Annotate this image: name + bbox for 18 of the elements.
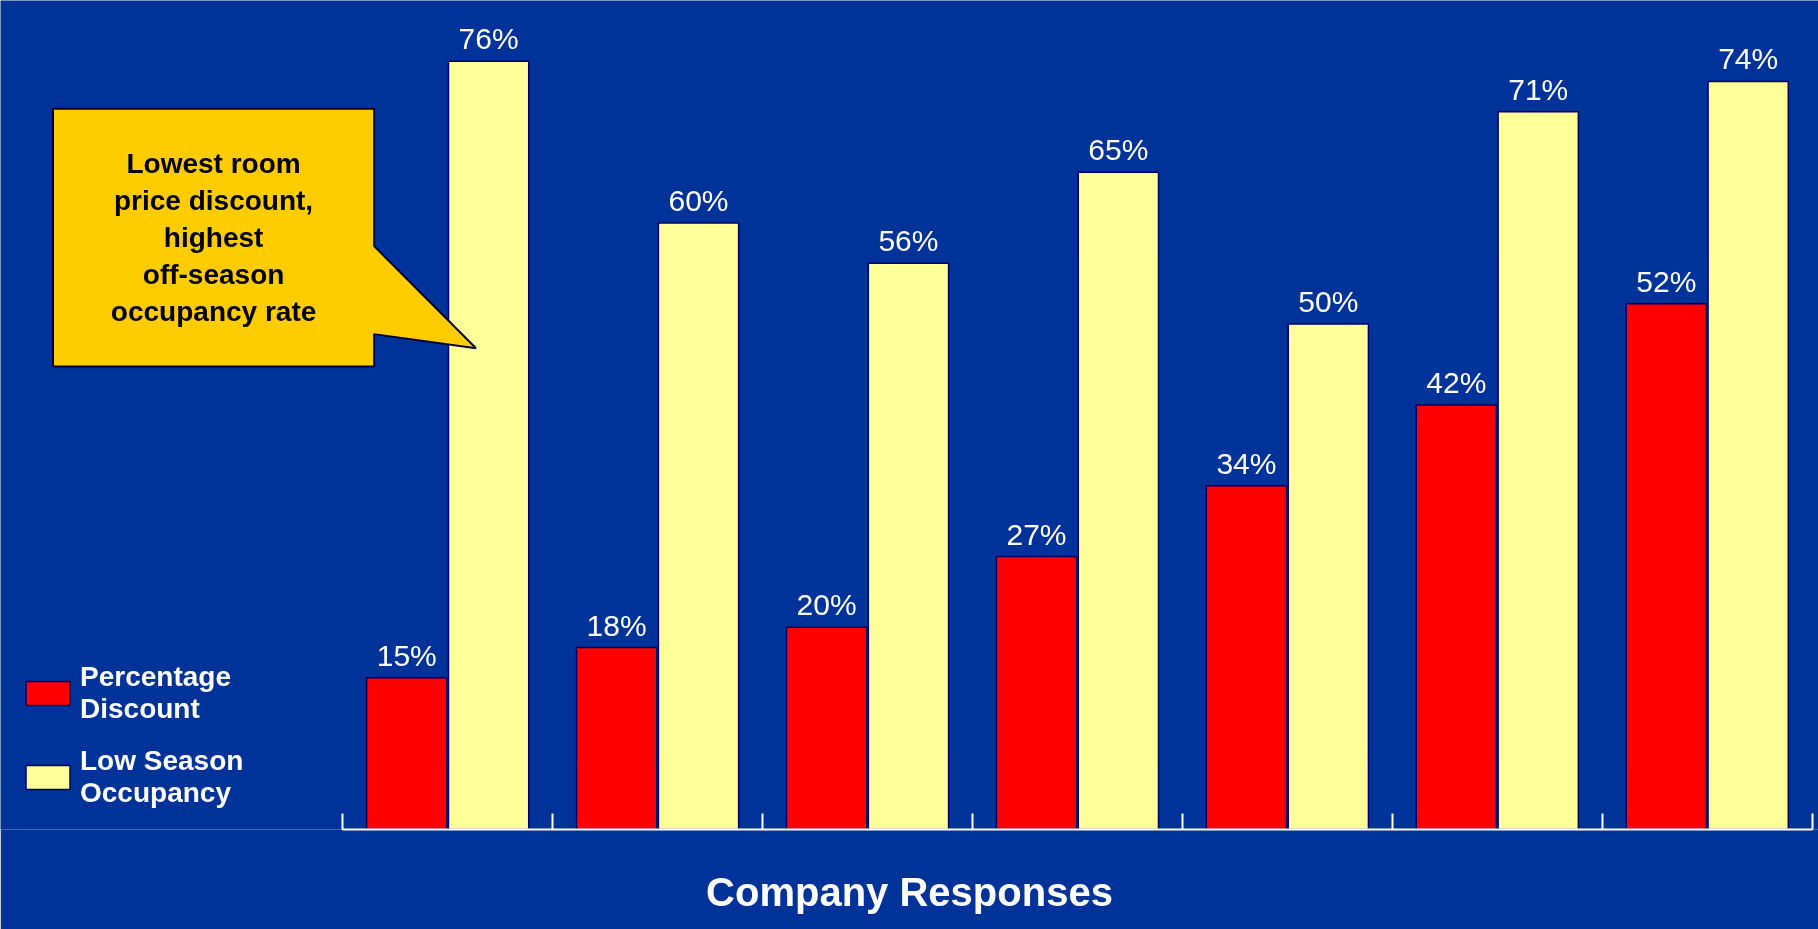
data-label: 50% xyxy=(1298,285,1359,319)
legend-label: Percentage Discount xyxy=(80,661,231,725)
data-label: 71% xyxy=(1508,72,1569,106)
data-label: 27% xyxy=(1006,517,1067,551)
data-label: 74% xyxy=(1718,42,1779,76)
data-label: 42% xyxy=(1426,365,1487,399)
data-label: 60% xyxy=(668,183,729,217)
legend-label: Low Season Occupancy xyxy=(80,745,244,809)
data-label: 18% xyxy=(586,608,647,642)
data-label: 20% xyxy=(796,588,857,622)
data-label: 65% xyxy=(1088,133,1149,167)
data-label: 34% xyxy=(1216,446,1277,480)
data-label: 15% xyxy=(376,638,437,672)
data-label: 52% xyxy=(1636,264,1697,298)
data-label: 56% xyxy=(878,224,939,258)
text: Lowest room price discount, highest off-season occupancy rate xyxy=(110,147,317,328)
x-axis-title: Company Responses xyxy=(706,869,1113,914)
data-label: 76% xyxy=(458,22,519,56)
